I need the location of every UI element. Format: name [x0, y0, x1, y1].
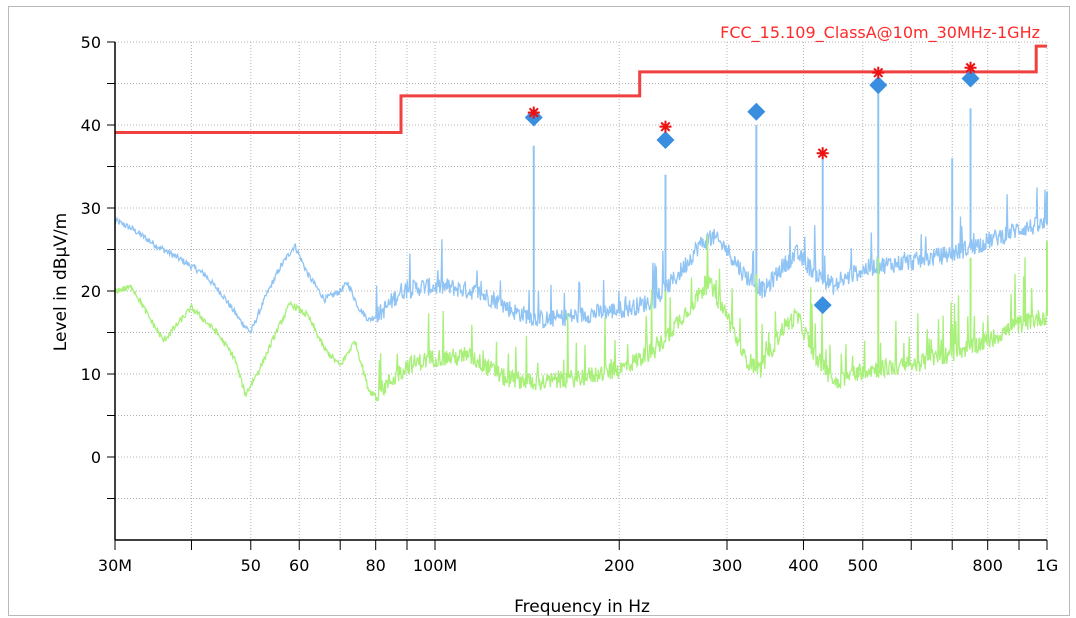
peak-marker-stroke — [528, 107, 539, 118]
x-tick-label: 800 — [972, 556, 1003, 575]
axes: 30M 50 60 80 100M 200 300 400 500 800 1G 0 10 20 30 40 5… — [81, 33, 1059, 575]
x-tick-label: 80 — [366, 556, 386, 575]
peak-marker — [872, 66, 885, 79]
quasi-peak-marker — [813, 296, 832, 315]
limit-line-label: FCC_15.109_ClassA@10m_30MHz-1GHz — [720, 23, 1040, 43]
y-tick-label: 0 — [91, 448, 101, 467]
x-axis-title: Frequency in Hz — [514, 597, 650, 617]
x-tick-label: 200 — [604, 556, 635, 575]
x-tick-label: 50 — [241, 556, 261, 575]
peak-marker-stroke — [817, 148, 828, 159]
y-axis-title: Level in dBµV/m — [51, 213, 71, 351]
x-tick-label: 500 — [847, 556, 878, 575]
limit-line — [115, 44, 1047, 134]
x-tick-label: 300 — [712, 556, 743, 575]
y-tick-label: 40 — [81, 116, 101, 135]
peak-marker-stroke — [965, 62, 976, 73]
x-tick-label: 60 — [289, 556, 309, 575]
x-tick-label: 30M — [98, 556, 132, 575]
peak-marker-stroke — [873, 67, 884, 78]
peak-marker — [964, 61, 977, 74]
quasi-peak-marker — [869, 76, 888, 95]
x-tick-label: 1G — [1036, 556, 1059, 575]
limit-layer — [115, 44, 1047, 134]
peak-marker — [659, 120, 672, 133]
x-tick-label: 400 — [788, 556, 819, 575]
y-tick-label: 30 — [81, 199, 101, 218]
x-tick-label: 100M — [413, 556, 457, 575]
y-tick-label: 50 — [81, 33, 101, 52]
y-tick-label: 10 — [81, 365, 101, 384]
y-tick-label: 20 — [81, 282, 101, 301]
quasi-peak-marker — [747, 102, 766, 121]
chart-frame — [8, 6, 1070, 616]
quasi-peak-marker — [656, 130, 675, 149]
average-trace — [114, 235, 1048, 402]
peak-marker — [527, 106, 540, 119]
series-layer — [114, 87, 1048, 402]
peak-marker — [816, 147, 829, 160]
peak-trace — [114, 187, 1048, 334]
quasi-peak-marker — [961, 69, 980, 88]
marker-layer — [524, 61, 980, 315]
peak-marker-stroke — [660, 121, 671, 132]
